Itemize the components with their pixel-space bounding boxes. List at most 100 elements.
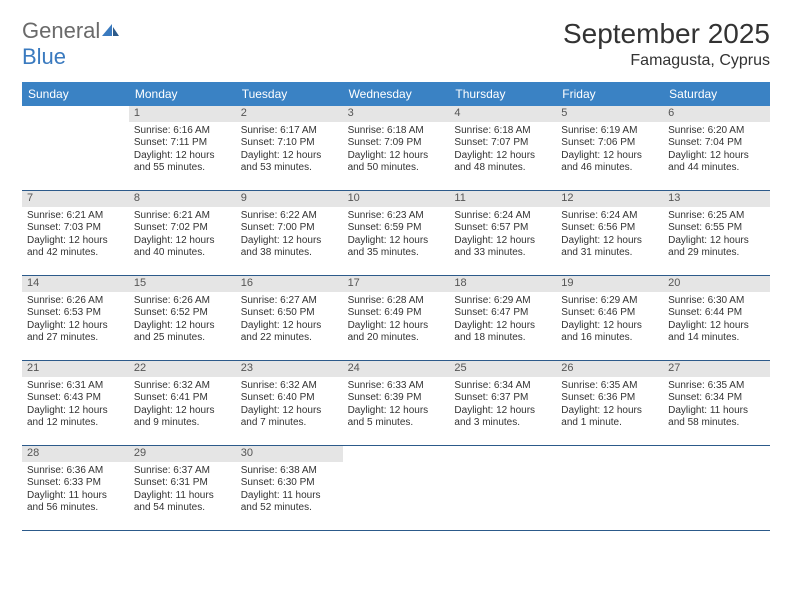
day-number: 20 <box>663 276 770 292</box>
daylight-line: Daylight: 12 hours and 25 minutes. <box>134 320 231 345</box>
day-cell: 28Sunrise: 6:36 AMSunset: 6:33 PMDayligh… <box>22 446 129 530</box>
day-number: 30 <box>236 446 343 462</box>
sunrise-line: Sunrise: 6:35 AM <box>668 380 765 393</box>
sunrise-line: Sunrise: 6:16 AM <box>134 125 231 138</box>
day-cell: 8Sunrise: 6:21 AMSunset: 7:02 PMDaylight… <box>129 191 236 275</box>
sunrise-line: Sunrise: 6:29 AM <box>454 295 551 308</box>
day-cell: 25Sunrise: 6:34 AMSunset: 6:37 PMDayligh… <box>449 361 556 445</box>
sunset-line: Sunset: 7:10 PM <box>241 137 338 150</box>
day-cell: 22Sunrise: 6:32 AMSunset: 6:41 PMDayligh… <box>129 361 236 445</box>
sunrise-line: Sunrise: 6:31 AM <box>27 380 124 393</box>
sunset-line: Sunset: 6:43 PM <box>27 392 124 405</box>
day-number: 12 <box>556 191 663 207</box>
logo-text: GeneralBlue <box>22 18 120 70</box>
sunrise-line: Sunrise: 6:18 AM <box>348 125 445 138</box>
page-title: September 2025 <box>563 18 770 50</box>
day-number: 10 <box>343 191 450 207</box>
day-number: 9 <box>236 191 343 207</box>
day-number: 18 <box>449 276 556 292</box>
sunset-line: Sunset: 6:55 PM <box>668 222 765 235</box>
dow-cell: Monday <box>129 82 236 106</box>
day-cell <box>663 446 770 530</box>
daylight-line: Daylight: 11 hours and 58 minutes. <box>668 405 765 430</box>
logo-sail-icon <box>100 18 120 44</box>
week-row: 7Sunrise: 6:21 AMSunset: 7:03 PMDaylight… <box>22 191 770 276</box>
day-cell: 23Sunrise: 6:32 AMSunset: 6:40 PMDayligh… <box>236 361 343 445</box>
daylight-line: Daylight: 12 hours and 27 minutes. <box>27 320 124 345</box>
day-cell: 13Sunrise: 6:25 AMSunset: 6:55 PMDayligh… <box>663 191 770 275</box>
calendar-body: 1Sunrise: 6:16 AMSunset: 7:11 PMDaylight… <box>22 106 770 531</box>
daylight-line: Daylight: 12 hours and 44 minutes. <box>668 150 765 175</box>
day-cell: 7Sunrise: 6:21 AMSunset: 7:03 PMDaylight… <box>22 191 129 275</box>
daylight-line: Daylight: 12 hours and 31 minutes. <box>561 235 658 260</box>
sunrise-line: Sunrise: 6:17 AM <box>241 125 338 138</box>
dow-cell: Wednesday <box>343 82 450 106</box>
daylight-line: Daylight: 12 hours and 50 minutes. <box>348 150 445 175</box>
sunset-line: Sunset: 6:47 PM <box>454 307 551 320</box>
day-number: 17 <box>343 276 450 292</box>
day-cell: 29Sunrise: 6:37 AMSunset: 6:31 PMDayligh… <box>129 446 236 530</box>
day-number: 5 <box>556 106 663 122</box>
sunrise-line: Sunrise: 6:25 AM <box>668 210 765 223</box>
sunset-line: Sunset: 7:06 PM <box>561 137 658 150</box>
day-number: 6 <box>663 106 770 122</box>
dow-cell: Sunday <box>22 82 129 106</box>
daylight-line: Daylight: 12 hours and 55 minutes. <box>134 150 231 175</box>
sunrise-line: Sunrise: 6:21 AM <box>134 210 231 223</box>
day-cell: 12Sunrise: 6:24 AMSunset: 6:56 PMDayligh… <box>556 191 663 275</box>
sunrise-line: Sunrise: 6:21 AM <box>27 210 124 223</box>
sunrise-line: Sunrise: 6:22 AM <box>241 210 338 223</box>
day-cell: 18Sunrise: 6:29 AMSunset: 6:47 PMDayligh… <box>449 276 556 360</box>
day-number: 7 <box>22 191 129 207</box>
sunset-line: Sunset: 7:07 PM <box>454 137 551 150</box>
day-cell: 30Sunrise: 6:38 AMSunset: 6:30 PMDayligh… <box>236 446 343 530</box>
day-number: 4 <box>449 106 556 122</box>
day-cell: 16Sunrise: 6:27 AMSunset: 6:50 PMDayligh… <box>236 276 343 360</box>
daylight-line: Daylight: 12 hours and 7 minutes. <box>241 405 338 430</box>
day-cell <box>343 446 450 530</box>
sunrise-line: Sunrise: 6:35 AM <box>561 380 658 393</box>
dow-cell: Friday <box>556 82 663 106</box>
daylight-line: Daylight: 12 hours and 53 minutes. <box>241 150 338 175</box>
sunrise-line: Sunrise: 6:30 AM <box>668 295 765 308</box>
sunrise-line: Sunrise: 6:34 AM <box>454 380 551 393</box>
calendar: SundayMondayTuesdayWednesdayThursdayFrid… <box>22 82 770 531</box>
day-cell: 14Sunrise: 6:26 AMSunset: 6:53 PMDayligh… <box>22 276 129 360</box>
sunset-line: Sunset: 6:50 PM <box>241 307 338 320</box>
day-cell: 17Sunrise: 6:28 AMSunset: 6:49 PMDayligh… <box>343 276 450 360</box>
day-cell <box>556 446 663 530</box>
sunset-line: Sunset: 7:03 PM <box>27 222 124 235</box>
sunrise-line: Sunrise: 6:26 AM <box>27 295 124 308</box>
sunset-line: Sunset: 7:04 PM <box>668 137 765 150</box>
day-number: 19 <box>556 276 663 292</box>
sunrise-line: Sunrise: 6:26 AM <box>134 295 231 308</box>
title-block: September 2025 Famagusta, Cyprus <box>563 18 770 70</box>
location: Famagusta, Cyprus <box>563 52 770 70</box>
sunset-line: Sunset: 6:57 PM <box>454 222 551 235</box>
sunset-line: Sunset: 6:30 PM <box>241 477 338 490</box>
daylight-line: Daylight: 12 hours and 33 minutes. <box>454 235 551 260</box>
sunset-line: Sunset: 6:52 PM <box>134 307 231 320</box>
day-number: 22 <box>129 361 236 377</box>
day-number: 21 <box>22 361 129 377</box>
day-cell <box>22 106 129 190</box>
day-number: 27 <box>663 361 770 377</box>
sunset-line: Sunset: 6:46 PM <box>561 307 658 320</box>
sunrise-line: Sunrise: 6:32 AM <box>134 380 231 393</box>
day-cell: 20Sunrise: 6:30 AMSunset: 6:44 PMDayligh… <box>663 276 770 360</box>
sunset-line: Sunset: 7:00 PM <box>241 222 338 235</box>
daylight-line: Daylight: 12 hours and 9 minutes. <box>134 405 231 430</box>
day-number: 29 <box>129 446 236 462</box>
daylight-line: Daylight: 12 hours and 3 minutes. <box>454 405 551 430</box>
sunrise-line: Sunrise: 6:28 AM <box>348 295 445 308</box>
daylight-line: Daylight: 12 hours and 29 minutes. <box>668 235 765 260</box>
day-cell: 3Sunrise: 6:18 AMSunset: 7:09 PMDaylight… <box>343 106 450 190</box>
day-number: 2 <box>236 106 343 122</box>
day-number: 1 <box>129 106 236 122</box>
daylight-line: Daylight: 12 hours and 16 minutes. <box>561 320 658 345</box>
sunrise-line: Sunrise: 6:36 AM <box>27 465 124 478</box>
sunrise-line: Sunrise: 6:32 AM <box>241 380 338 393</box>
day-cell: 9Sunrise: 6:22 AMSunset: 7:00 PMDaylight… <box>236 191 343 275</box>
day-cell: 5Sunrise: 6:19 AMSunset: 7:06 PMDaylight… <box>556 106 663 190</box>
day-cell: 15Sunrise: 6:26 AMSunset: 6:52 PMDayligh… <box>129 276 236 360</box>
